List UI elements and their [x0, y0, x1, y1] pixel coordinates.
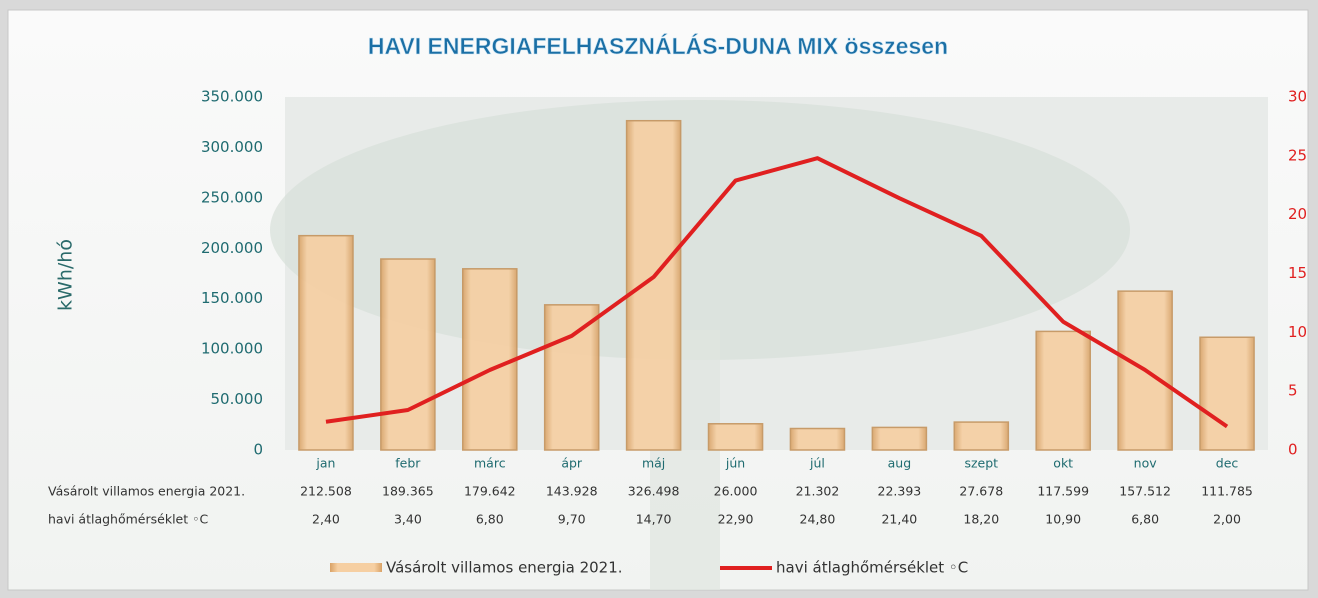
table-cell: 143.928	[546, 484, 598, 499]
legend-label: havi átlaghőmérséklet ◦C	[776, 559, 968, 577]
table-cell: 179.642	[464, 484, 516, 499]
x-tick-label: nov	[1134, 456, 1158, 471]
table-cell: 10,90	[1045, 512, 1081, 527]
table-cell: 6,80	[476, 512, 504, 527]
y2-tick-label: 30	[1288, 88, 1307, 106]
table-cell: 3,40	[394, 512, 422, 527]
y-tick-label: 250.000	[201, 188, 263, 206]
table-cell: 22,90	[718, 512, 754, 527]
bar	[625, 119, 682, 451]
bar	[1035, 330, 1091, 451]
table-cell: 6,80	[1131, 512, 1159, 527]
table-cell: 21,40	[881, 512, 917, 527]
table-cell: 117.599	[1037, 484, 1089, 499]
x-tick-label: márc	[474, 456, 506, 471]
table-cell: 22.393	[878, 484, 922, 499]
table-cell: 9,70	[558, 512, 586, 527]
table-cell: 189.365	[382, 484, 434, 499]
bar	[462, 268, 518, 451]
y-tick-label: 200.000	[201, 239, 263, 257]
y2-tick-label: 0	[1288, 441, 1298, 459]
y-tick-label: 50.000	[211, 390, 264, 408]
table-cell: 26.000	[714, 484, 758, 499]
bar	[871, 426, 928, 451]
x-tick-label: máj	[642, 456, 665, 471]
table-cell: 24,80	[800, 512, 836, 527]
x-tick-label: szept	[964, 456, 998, 471]
x-tick-label: jan	[315, 456, 335, 471]
table-cell: 326.498	[628, 484, 680, 499]
y2-tick-label: 15	[1288, 264, 1307, 282]
x-tick-label: okt	[1053, 456, 1073, 471]
bar	[380, 258, 436, 451]
bar	[298, 234, 354, 451]
table-cell: 21.302	[796, 484, 840, 499]
legend-label: Vásárolt villamos energia 2021.	[386, 559, 623, 577]
y-tick-label: 300.000	[201, 138, 263, 156]
y-tick-label: 0	[253, 441, 263, 459]
table-row-label: Vásárolt villamos energia 2021.	[48, 484, 245, 499]
line	[325, 156, 1229, 429]
y-tick-label: 150.000	[201, 289, 263, 307]
table-cell: 2,00	[1213, 512, 1241, 527]
table-cell: 157.512	[1119, 484, 1171, 499]
legend-swatch	[330, 563, 382, 572]
x-tick-label: ápr	[561, 456, 583, 471]
y2-tick-label: 20	[1288, 205, 1307, 223]
x-tick-label: dec	[1216, 456, 1239, 471]
y2-tick-label: 5	[1288, 382, 1298, 400]
table-cell: 14,70	[636, 512, 672, 527]
bar	[789, 427, 846, 451]
x-tick-label: febr	[395, 456, 421, 471]
bar	[543, 304, 600, 451]
y-tick-label: 100.000	[201, 340, 263, 358]
x-tick-label: jún	[725, 456, 745, 471]
y2-tick-label: 25	[1288, 146, 1307, 164]
y-tick-label: 350.000	[201, 88, 263, 106]
bar	[1199, 336, 1255, 451]
y2-tick-label: 10	[1288, 323, 1307, 341]
chart-title: HAVI ENERGIAFELHASZNÁLÁS-DUNA MIX összes…	[368, 32, 948, 59]
table-cell: 212.508	[300, 484, 352, 499]
table-cell: 111.785	[1201, 484, 1253, 499]
table-cell: 18,20	[963, 512, 999, 527]
x-tick-label: júl	[809, 456, 825, 471]
bar	[953, 421, 1010, 451]
y-axis-label: kWh/hó	[55, 239, 77, 311]
x-tick-label: aug	[888, 456, 912, 471]
table-cell: 2,40	[312, 512, 340, 527]
table-row-label: havi átlaghőmérséklet ◦C	[48, 512, 208, 527]
bar	[707, 423, 764, 451]
table-cell: 27.678	[959, 484, 1003, 499]
